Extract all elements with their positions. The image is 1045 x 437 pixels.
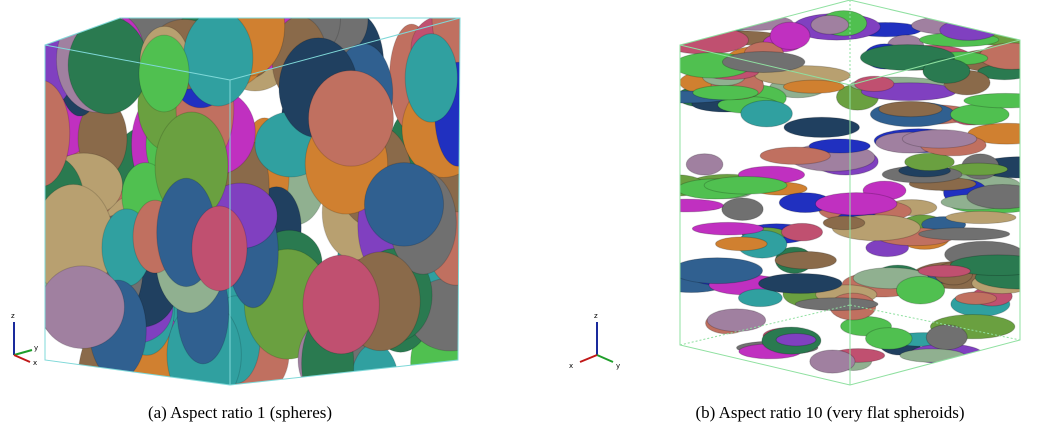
grain (138, 34, 190, 113)
grain (307, 69, 394, 167)
grain (783, 116, 860, 138)
grain (954, 291, 998, 305)
grain (363, 162, 445, 247)
grain (191, 205, 248, 292)
triad-label: y (616, 362, 620, 370)
grain (349, 343, 400, 385)
grain (404, 33, 458, 123)
grain (774, 250, 837, 270)
grain (981, 11, 1020, 34)
grain (680, 257, 764, 285)
grain (925, 324, 968, 351)
grain (966, 183, 1020, 210)
grain (917, 264, 971, 278)
grain (759, 146, 831, 165)
triad-label: x (33, 359, 37, 367)
grain (895, 275, 946, 305)
triad-label: x (569, 362, 573, 370)
grain (715, 236, 768, 252)
grain (775, 333, 817, 347)
grain (67, 18, 149, 115)
grain (918, 227, 1011, 241)
grain (922, 58, 971, 84)
grain (692, 85, 759, 101)
grain (782, 79, 845, 94)
grain (815, 192, 898, 216)
grain (721, 51, 806, 73)
grain (685, 153, 724, 176)
grain (740, 99, 793, 128)
grain (810, 14, 850, 35)
grain (45, 265, 125, 349)
triad-label: z (594, 312, 598, 320)
grain (182, 18, 254, 107)
grain (878, 100, 943, 118)
grains-a (45, 18, 460, 385)
grains-b (680, 10, 1020, 376)
grain (899, 348, 966, 363)
grain (721, 197, 764, 221)
triad-label: y (34, 344, 38, 352)
grain (865, 327, 913, 350)
grain (808, 138, 871, 154)
triad-label: z (11, 312, 15, 320)
cube-edges-a (44, 17, 461, 386)
caption: (b) Aspect ratio 10 (very flat spheroids… (695, 403, 964, 422)
grain (758, 273, 843, 294)
grain (691, 221, 765, 236)
grain (822, 215, 866, 231)
grain (706, 308, 767, 333)
grain (809, 349, 856, 374)
grain (963, 92, 1020, 109)
grain (901, 129, 978, 149)
grain (703, 176, 788, 195)
grain (737, 288, 783, 308)
grain (780, 222, 824, 242)
grain (769, 21, 811, 50)
cube-edges-b (679, 0, 1021, 386)
grain (904, 152, 955, 172)
grain (45, 79, 71, 188)
grain (680, 198, 724, 213)
triad-a: z y x (11, 312, 38, 367)
grain (978, 42, 1020, 70)
caption: (a) Aspect ratio 1 (spheres) (148, 403, 332, 422)
grain (949, 254, 1020, 277)
grain (302, 254, 380, 355)
grain (794, 297, 879, 311)
triad-b: z y x (569, 312, 620, 370)
grain (945, 210, 1017, 225)
grain (680, 349, 702, 376)
